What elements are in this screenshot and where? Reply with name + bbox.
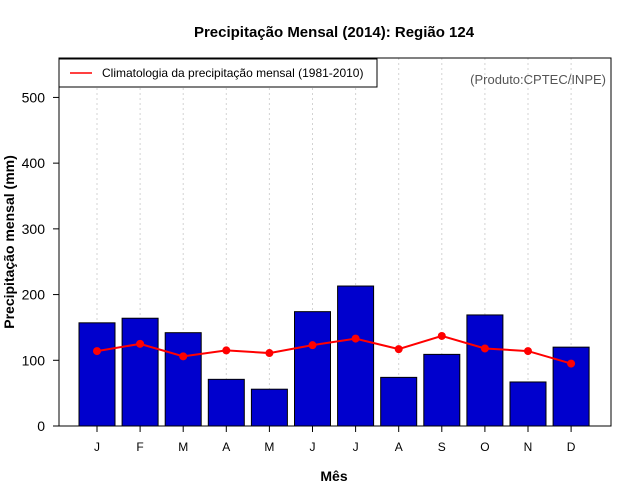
- climatology-point-6: [351, 334, 360, 343]
- climatology-point-3: [222, 346, 231, 355]
- x-tick-label-11: D: [567, 440, 576, 454]
- bar-9: [466, 314, 504, 427]
- y-tick-label-3: 300: [22, 221, 46, 237]
- climatology-point-1: [136, 339, 145, 348]
- bar-series: [78, 285, 590, 427]
- bar-10: [509, 381, 547, 427]
- y-axis: 0 100 200 300 400 500: [22, 89, 59, 434]
- climatology-series: [93, 331, 576, 368]
- bar-0: [78, 322, 116, 427]
- y-tick-label-5: 500: [22, 89, 46, 105]
- climatology-point-10: [524, 347, 532, 356]
- climatology-point-9: [480, 344, 489, 353]
- bar-7: [380, 376, 418, 427]
- x-tick-label-8: S: [438, 440, 446, 454]
- y-tick-label-4: 400: [22, 155, 46, 171]
- bar-8: [423, 353, 461, 427]
- x-axis-label: Mês: [320, 468, 347, 484]
- x-tick-label-2: M: [178, 440, 188, 454]
- x-tick-label-1: F: [136, 440, 143, 454]
- y-axis-label: Precipitação mensal (mm): [1, 155, 17, 329]
- climatology-point-2: [179, 352, 188, 361]
- x-tick-label-7: A: [395, 440, 403, 454]
- y-tick-label-1: 100: [22, 352, 46, 368]
- chart-title: Precipitação Mensal (2014): Região 124: [194, 24, 475, 41]
- x-tick-label-0: J: [94, 440, 100, 454]
- climatology-point-11: [567, 359, 576, 368]
- climatology-point-4: [265, 349, 274, 358]
- climatology-point-7: [394, 345, 403, 354]
- climatology-point-5: [308, 341, 317, 350]
- bar-1: [121, 317, 159, 427]
- bar-5: [294, 311, 331, 427]
- climatology-point-8: [437, 331, 446, 340]
- source-annotation: (Produto:CPTEC/INPE): [470, 72, 606, 87]
- x-tick-label-5: J: [310, 440, 316, 454]
- x-tick-label-4: M: [264, 440, 274, 454]
- x-tick-label-3: A: [222, 440, 230, 454]
- bar-3: [207, 378, 245, 427]
- climatology-line: [96, 334, 572, 365]
- bar-6: [337, 285, 375, 427]
- bar-2: [164, 332, 202, 427]
- y-tick-label-0: 0: [37, 418, 45, 434]
- climatology-point-0: [93, 347, 101, 356]
- x-tick-label-9: O: [480, 440, 489, 454]
- x-tick-label-6: J: [353, 440, 359, 454]
- legend: Climatologia da precipitação mensal (198…: [58, 58, 378, 88]
- x-tick-label-10: N: [524, 440, 533, 454]
- legend-box: [58, 58, 378, 88]
- legend-entry-climatology: Climatologia da precipitação mensal (198…: [102, 66, 363, 80]
- bar-4: [250, 388, 288, 427]
- y-tick-label-2: 200: [22, 287, 46, 303]
- plot-frame: [58, 57, 612, 427]
